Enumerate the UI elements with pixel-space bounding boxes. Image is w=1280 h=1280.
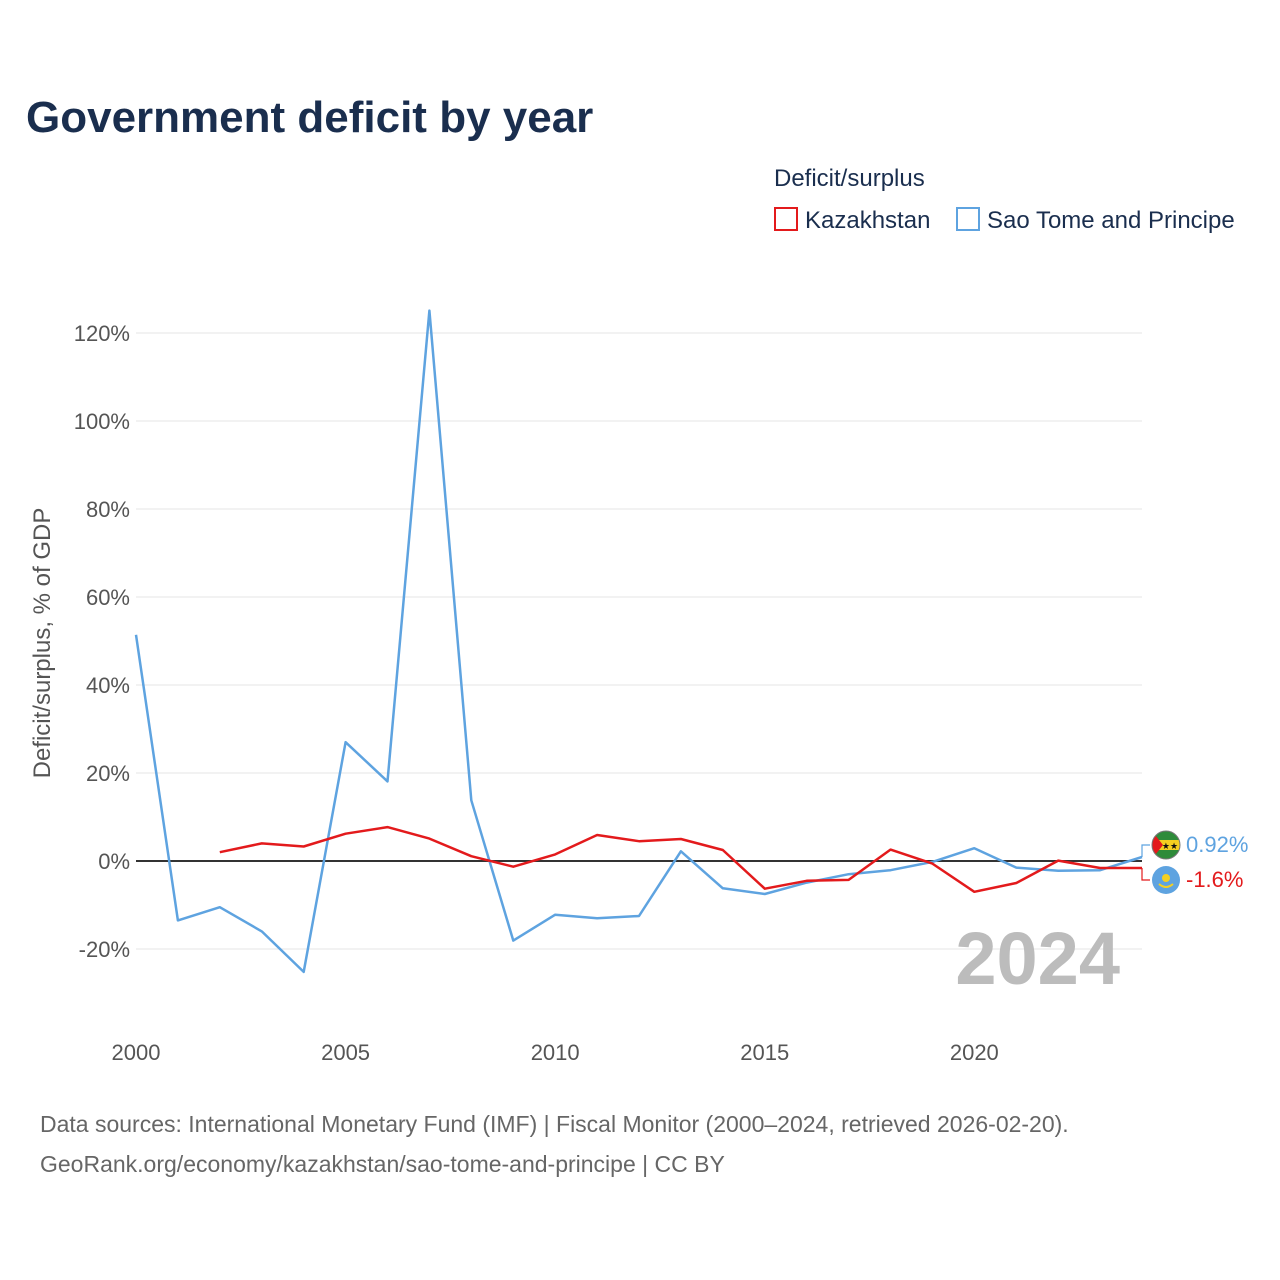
data-point[interactable] [591,912,603,924]
legend-swatch-kazakhstan[interactable] [774,207,798,231]
data-point[interactable] [1052,855,1064,867]
data-point[interactable] [130,629,142,641]
y-tick-label: 40% [86,673,130,698]
data-point[interactable] [1094,862,1106,874]
data-point[interactable] [423,833,435,845]
data-point[interactable] [759,883,771,895]
data-sources-note: Data sources: International Monetary Fun… [40,1111,1069,1137]
x-tick-label: 2005 [321,1040,370,1065]
data-point[interactable] [256,925,268,937]
y-tick-label: 20% [86,761,130,786]
sao-tome-flag-icon: ★★ [1151,830,1181,860]
y-tick-label: 100% [74,409,130,434]
data-point[interactable] [717,844,729,856]
series-lines [130,305,1143,978]
data-point[interactable] [549,848,561,860]
legend-label-kazakhstan[interactable]: Kazakhstan [805,207,930,234]
y-tick-label: 80% [86,497,130,522]
series-line-sao-tome[interactable] [134,309,1143,974]
x-tick-label: 2020 [950,1040,999,1065]
data-point[interactable] [1010,862,1022,874]
data-point[interactable] [465,794,477,806]
data-point[interactable] [298,966,310,978]
data-point[interactable] [423,305,435,317]
data-point[interactable] [591,829,603,841]
x-tick-label: 2015 [740,1040,789,1065]
y-tick-label: 120% [74,321,130,346]
data-point[interactable] [507,861,519,873]
data-point[interactable] [256,837,268,849]
data-point[interactable] [214,846,226,858]
data-point[interactable] [340,736,352,748]
y-axis: -20% 0% 20% 40% 60% 80% 100% 120% [74,321,130,962]
legend: Kazakhstan Sao Tome and Principe [774,207,1235,234]
kazakhstan-end-value: -1.6% [1186,867,1243,892]
data-point[interactable] [843,874,855,886]
legend-label-sao-tome[interactable]: Sao Tome and Principe [987,207,1235,234]
data-point[interactable] [801,875,813,887]
data-point[interactable] [340,828,352,840]
y-axis-label: Deficit/surplus, % of GDP [29,508,56,779]
data-point[interactable] [214,901,226,913]
data-point[interactable] [382,775,394,787]
data-point[interactable] [1010,877,1022,889]
y-tick-label: -20% [79,937,130,962]
svg-text:★★: ★★ [1162,842,1178,852]
data-point[interactable] [968,842,980,854]
data-point[interactable] [885,864,897,876]
series-line-kazakhstan[interactable] [219,825,1142,894]
data-point[interactable] [172,914,184,926]
sao-tome-end-value: 0.92% [1186,832,1248,857]
data-point[interactable] [675,833,687,845]
data-point[interactable] [926,858,938,870]
y-tick-label: 60% [86,585,130,610]
data-point[interactable] [675,845,687,857]
legend-title: Deficit/surplus [774,165,925,192]
data-point[interactable] [968,886,980,898]
data-point[interactable] [549,909,561,921]
y-tick-label: 0% [98,849,130,874]
year-watermark: 2024 [955,917,1120,1000]
end-labels: ★★ 0.92% -1.6% [1141,830,1248,894]
sao-tome-label-connector [1141,844,1150,857]
data-point[interactable] [298,840,310,852]
data-point[interactable] [633,835,645,847]
x-tick-label: 2000 [112,1040,161,1065]
data-point[interactable] [465,850,477,862]
x-axis: 2000 2005 2010 2015 2020 [112,1040,999,1065]
data-point[interactable] [507,935,519,947]
x-tick-label: 2010 [531,1040,580,1065]
data-point[interactable] [717,882,729,894]
legend-swatch-sao-tome[interactable] [956,207,980,231]
kazakhstan-flag-icon [1152,866,1180,894]
chart-title: Government deficit by year [26,93,593,142]
source-url[interactable]: GeoRank.org/economy/kazakhstan/sao-tome-… [40,1151,725,1177]
data-point[interactable] [633,910,645,922]
data-point[interactable] [885,844,897,856]
kazakhstan-label-connector [1141,868,1150,881]
data-point[interactable] [382,821,394,833]
gridlines [136,332,1142,950]
